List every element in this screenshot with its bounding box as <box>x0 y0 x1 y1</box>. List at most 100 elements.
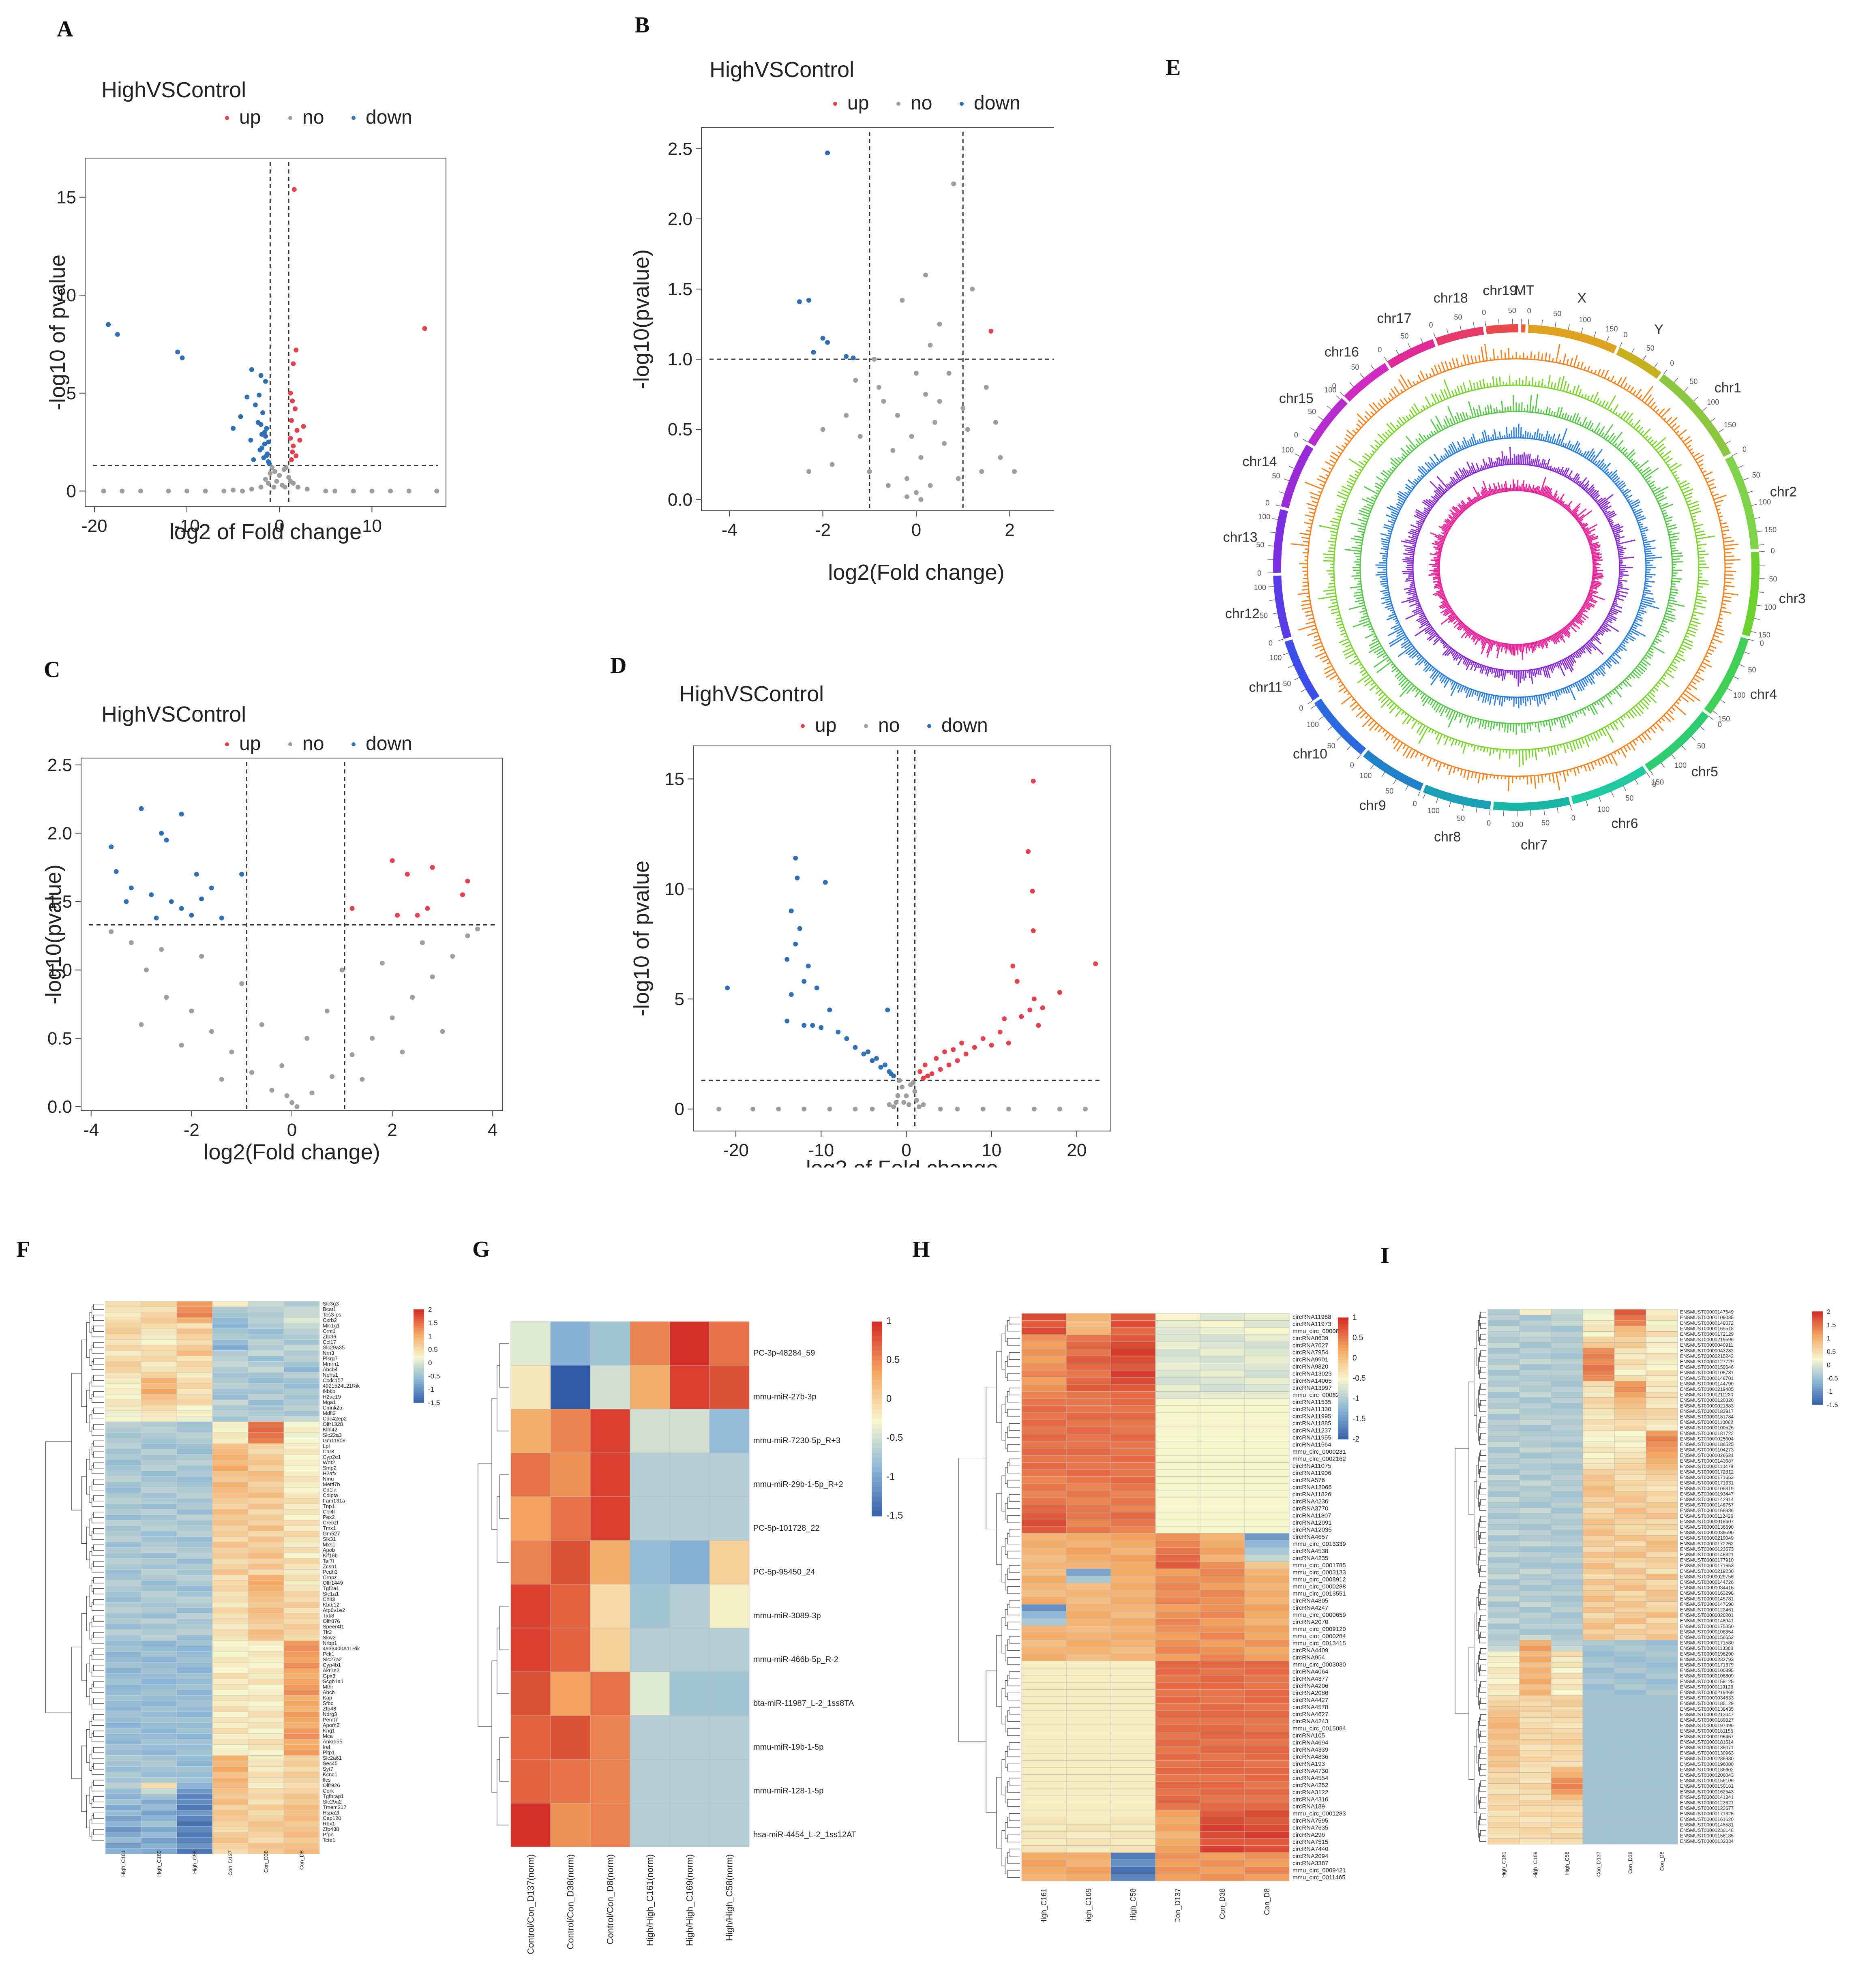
heatmap-cell <box>176 1585 213 1592</box>
row-label: ENSMUST00000109035 <box>1680 1315 1734 1320</box>
heatmap-cell <box>176 1569 213 1575</box>
point-down <box>263 379 268 384</box>
point-down <box>844 1036 849 1041</box>
heatmap-cell <box>1110 1795 1156 1803</box>
heatmap-cell <box>1646 1441 1678 1448</box>
legend-colorbar-segment <box>872 1487 882 1492</box>
point-no <box>844 413 849 418</box>
heatmap-cell <box>1614 1767 1646 1773</box>
heatmap-cell <box>1066 1718 1111 1725</box>
row-label: Tmem217 <box>323 1804 347 1810</box>
heatmap-cell <box>1582 1722 1615 1729</box>
point-no <box>955 1106 960 1112</box>
heatmap-cell <box>248 1580 284 1586</box>
heatmap-cell <box>1519 1430 1552 1437</box>
point-no <box>938 1106 943 1112</box>
row-label: ENSMUST00000219596 <box>1680 1337 1734 1343</box>
point-down <box>106 322 111 327</box>
heatmap-cell <box>176 1498 213 1504</box>
heatmap-cell <box>105 1525 141 1532</box>
legend-tick-label: -0.5 <box>1827 1375 1838 1382</box>
legend-colorbar-segment <box>414 1400 424 1403</box>
heatmap-cell <box>1582 1673 1615 1679</box>
heatmap-cell <box>105 1657 141 1663</box>
chromosome-tick-label: 100 <box>1307 720 1319 728</box>
legend-colorbar-segment <box>872 1506 882 1512</box>
dendrogram-branch <box>1009 1849 1020 1857</box>
heatmap-cell <box>1155 1845 1200 1853</box>
heatmap-cell <box>550 1628 591 1672</box>
legend-colorbar-segment <box>1338 1436 1348 1440</box>
heatmap-cell <box>1066 1533 1111 1541</box>
heatmap-cell <box>1110 1824 1156 1832</box>
heatmap-cell <box>1487 1838 1520 1844</box>
heatmap-cell <box>105 1312 141 1318</box>
heatmap-cell <box>1646 1645 1678 1652</box>
point-down <box>253 402 258 407</box>
heatmap-cell <box>1155 1746 1200 1754</box>
heatmap-cell <box>1487 1397 1520 1403</box>
point-no <box>369 488 375 494</box>
point-no <box>203 488 208 494</box>
chromosome-tick <box>1275 504 1281 507</box>
heatmap-cell <box>1519 1579 1552 1585</box>
row-label: mmu_circ_0015084 <box>1292 1725 1346 1732</box>
dendrogram-branch <box>1479 1551 1486 1561</box>
heatmap-cell <box>105 1624 141 1630</box>
heatmap-cell <box>283 1673 320 1679</box>
heatmap-cell <box>1110 1817 1156 1825</box>
point-down <box>836 1029 841 1035</box>
heatmap-cell <box>1200 1497 1245 1505</box>
legend-colorbar-segment <box>1338 1405 1348 1409</box>
track-histogram <box>1401 447 1636 687</box>
heatmap-cell <box>105 1629 141 1635</box>
point-no <box>465 933 470 938</box>
heatmap-cell <box>1200 1476 1245 1484</box>
heatmap-cell <box>1519 1717 1552 1723</box>
row-label: ENSMUST00000186602 <box>1680 1767 1734 1772</box>
heatmap-cell <box>1244 1675 1290 1683</box>
heatmap-cell <box>1110 1774 1156 1782</box>
heatmap-cell <box>1646 1491 1678 1497</box>
legend-colorbar-segment <box>414 1332 424 1335</box>
row-label: circRNA14065 <box>1292 1377 1332 1384</box>
heatmap-cell <box>283 1307 320 1313</box>
row-label: circRNA11995 <box>1292 1413 1331 1420</box>
point-no <box>370 1036 375 1041</box>
heatmap-cell <box>1155 1349 1200 1356</box>
point-no <box>138 488 143 494</box>
heatmap-cell <box>1110 1562 1156 1569</box>
dendrogram-branch <box>1480 1615 1486 1621</box>
heatmap-cell <box>1021 1469 1067 1477</box>
legend-colorbar-segment <box>1812 1339 1823 1342</box>
heatmap-cell <box>1155 1647 1200 1654</box>
dendrogram-branch <box>93 1451 104 1458</box>
chromosome-arc-chr15 <box>1307 398 1348 446</box>
heatmap-cell <box>1519 1535 1552 1541</box>
heatmap-cell <box>283 1722 320 1729</box>
legend-colorbar-segment <box>872 1511 882 1517</box>
dendrogram-branch <box>89 1448 92 1470</box>
heatmap-cell <box>1646 1596 1678 1602</box>
row-label: circRNA4409 <box>1292 1647 1328 1654</box>
heatmap-cell <box>709 1715 750 1760</box>
heatmap-cell <box>283 1460 320 1466</box>
heatmap-cell <box>1519 1585 1552 1591</box>
heatmap-cell <box>1582 1750 1615 1757</box>
row-label: circRNA4339 <box>1292 1746 1328 1753</box>
panel-letter-f: F <box>16 1237 30 1262</box>
heatmap-cell <box>1066 1625 1111 1633</box>
dendrogram-branch <box>1480 1516 1486 1522</box>
heatmap-cell <box>1582 1408 1615 1414</box>
chromosome-arc-chr14 <box>1281 444 1314 508</box>
heatmap-cell <box>283 1317 320 1324</box>
heatmap-cell <box>283 1542 320 1548</box>
legend-colorbar-segment <box>1812 1367 1823 1370</box>
heatmap-cell <box>212 1651 249 1657</box>
heatmap-cell <box>1551 1585 1583 1591</box>
heatmap-cell <box>1066 1377 1111 1385</box>
heatmap-cell <box>141 1307 177 1313</box>
dendrogram-branch <box>1479 1353 1486 1362</box>
point-down <box>258 422 264 427</box>
heatmap-cell <box>212 1640 249 1646</box>
